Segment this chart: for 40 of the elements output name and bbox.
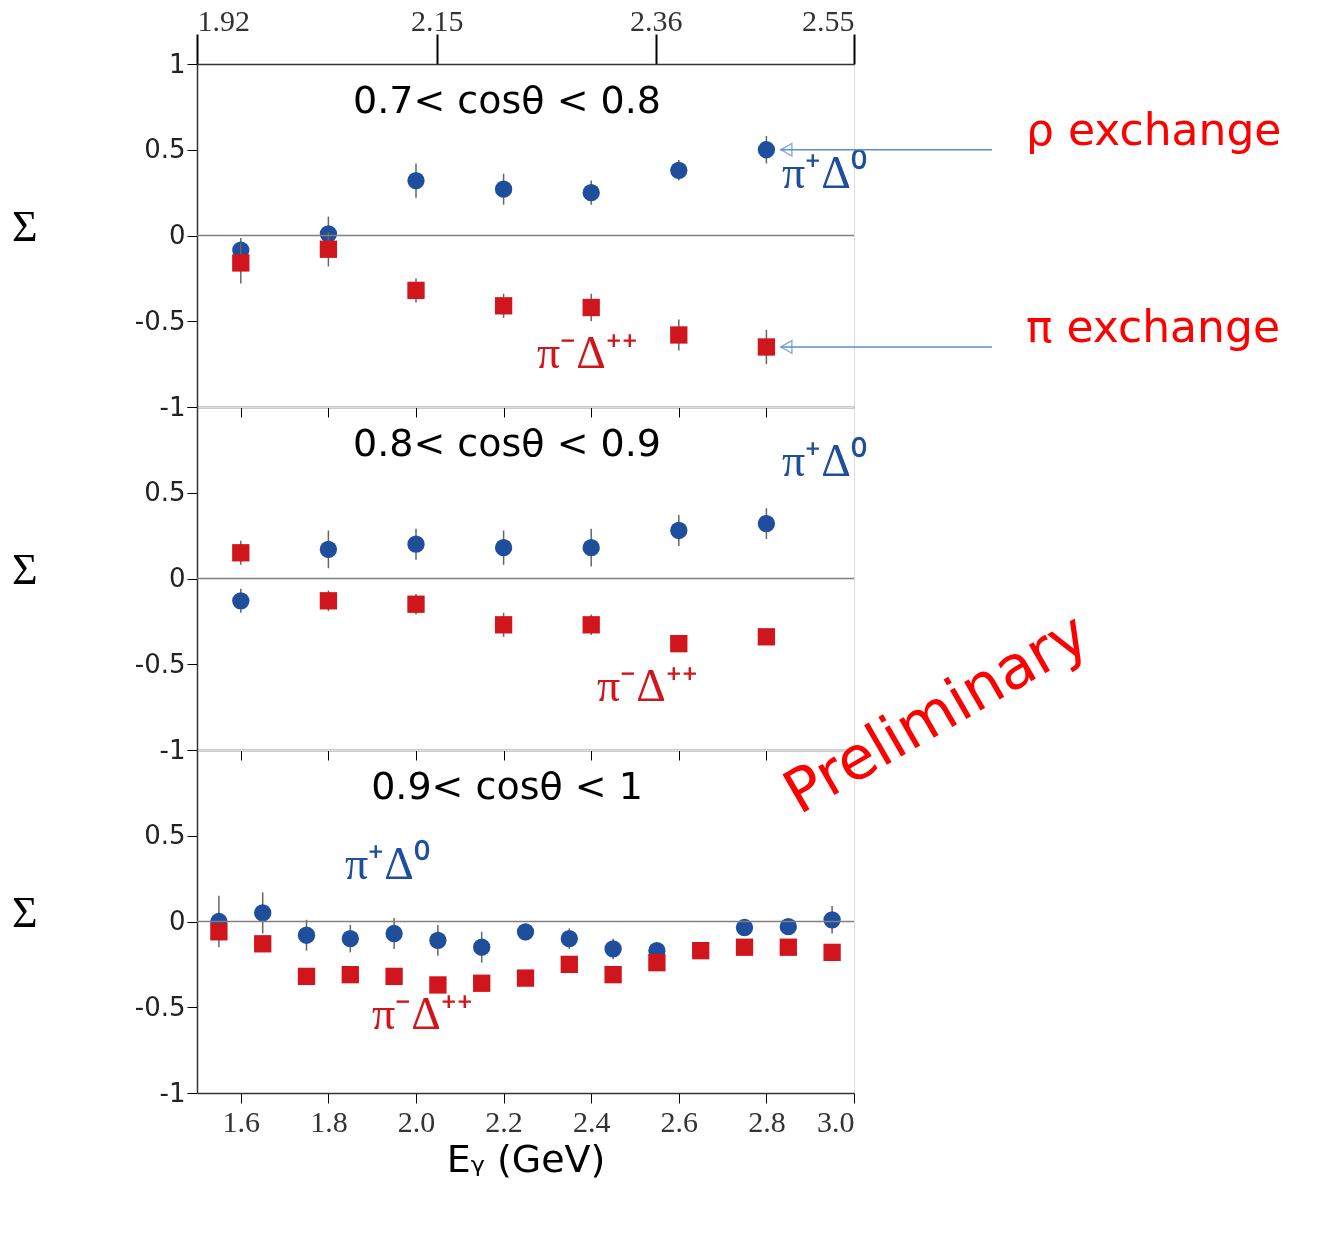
chart-title: 0.9< cosθ < 1 <box>371 764 643 808</box>
x2-tick-label: 2.55 <box>802 3 855 37</box>
y-tick-label: -1 <box>159 391 186 422</box>
y-axis-title: Σ <box>11 202 38 251</box>
y-tick-label: 0.5 <box>144 820 186 851</box>
series-label: π⁺Δ⁰ <box>782 435 867 486</box>
y-axis-title: Σ <box>11 545 38 594</box>
y-tick-label: -0.5 <box>134 305 186 336</box>
y-tick-label: 0.5 <box>144 477 186 508</box>
x-tick-label: 2.0 <box>397 1104 436 1138</box>
x-tick-label: 1.8 <box>310 1104 348 1138</box>
y-tick-label: 0 <box>168 220 186 250</box>
x-tick-label: 2.8 <box>748 1104 786 1138</box>
x-tick-label: 3.0 <box>817 1104 855 1138</box>
x-tick-label: 2.4 <box>572 1104 611 1138</box>
x2-tick-label: 2.36 <box>630 3 683 37</box>
x-tick-label: 2.6 <box>660 1104 699 1138</box>
y-tick-label: 1 <box>168 48 186 79</box>
y-tick-label: 0 <box>168 563 186 593</box>
series-label: π⁺Δ⁰ <box>345 838 430 889</box>
y-tick-label: -1 <box>159 1077 186 1108</box>
chart-title: 0.7< cosθ < 0.8 <box>353 78 661 122</box>
series-label: π⁻Δ⁺⁺ <box>372 988 473 1039</box>
x-tick-label: 2.2 <box>485 1104 523 1138</box>
y-tick-label: 0 <box>168 906 186 936</box>
x2-tick-label: 1.92 <box>197 3 250 37</box>
x2-tick-label: 2.15 <box>411 3 464 37</box>
y-axis-title: Σ <box>11 888 38 937</box>
y-tick-label: -0.5 <box>134 991 186 1022</box>
text: π exchange <box>1026 300 1280 352</box>
x-tick-label: 1.6 <box>222 1104 261 1138</box>
text: ρ exchange <box>1026 103 1282 155</box>
x-axis-title: Eᵧ (GeV) <box>446 1136 606 1181</box>
chart-title: 0.8< cosθ < 0.9 <box>353 421 661 465</box>
y-tick-label: -0.5 <box>134 648 186 679</box>
y-tick-label: 0.5 <box>144 134 186 165</box>
y-tick-label: -1 <box>159 734 186 765</box>
series-label: π⁻Δ⁺⁺ <box>537 327 638 378</box>
series-label: π⁺Δ⁰ <box>782 147 867 198</box>
series-label: π⁻Δ⁺⁺ <box>597 660 698 711</box>
